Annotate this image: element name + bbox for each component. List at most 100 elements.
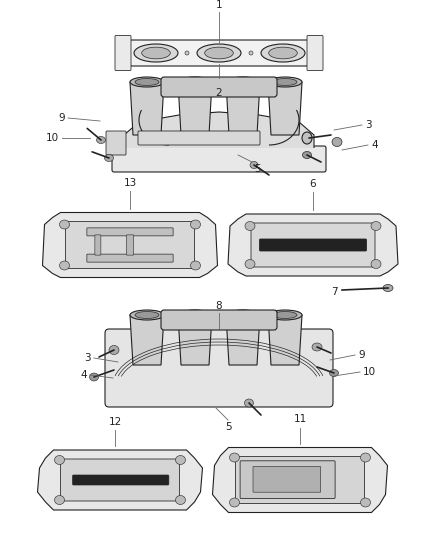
FancyBboxPatch shape — [112, 146, 326, 172]
Text: 4: 4 — [371, 140, 378, 150]
FancyBboxPatch shape — [66, 222, 194, 269]
Text: 5: 5 — [254, 164, 261, 174]
Ellipse shape — [371, 260, 381, 269]
FancyBboxPatch shape — [253, 466, 321, 492]
Ellipse shape — [249, 51, 253, 55]
Ellipse shape — [130, 77, 164, 87]
Text: 6: 6 — [310, 179, 316, 189]
Ellipse shape — [130, 310, 164, 320]
Text: 3: 3 — [85, 353, 91, 363]
Ellipse shape — [191, 220, 201, 229]
FancyBboxPatch shape — [161, 77, 277, 97]
FancyBboxPatch shape — [127, 235, 134, 255]
Ellipse shape — [185, 51, 189, 55]
Ellipse shape — [371, 222, 381, 230]
Ellipse shape — [303, 151, 311, 158]
FancyBboxPatch shape — [73, 475, 169, 485]
Polygon shape — [42, 213, 218, 278]
Text: 11: 11 — [293, 415, 307, 424]
Polygon shape — [38, 450, 202, 510]
Ellipse shape — [360, 498, 371, 507]
Polygon shape — [130, 315, 164, 365]
Ellipse shape — [135, 78, 159, 85]
Ellipse shape — [183, 311, 207, 319]
FancyBboxPatch shape — [240, 461, 335, 498]
Ellipse shape — [176, 456, 186, 464]
Text: 7: 7 — [332, 287, 338, 297]
Ellipse shape — [245, 260, 255, 269]
Polygon shape — [212, 448, 388, 513]
Ellipse shape — [191, 261, 201, 270]
Polygon shape — [124, 112, 314, 148]
Ellipse shape — [54, 456, 64, 464]
Text: 8: 8 — [215, 301, 223, 311]
Ellipse shape — [109, 345, 119, 354]
Ellipse shape — [273, 311, 297, 319]
Text: 1: 1 — [215, 0, 223, 10]
Ellipse shape — [96, 136, 106, 143]
Ellipse shape — [329, 369, 339, 376]
Ellipse shape — [250, 161, 258, 168]
Ellipse shape — [383, 285, 393, 292]
Ellipse shape — [178, 77, 212, 87]
Text: 13: 13 — [124, 177, 137, 188]
Ellipse shape — [178, 310, 212, 320]
Ellipse shape — [183, 78, 207, 85]
Text: 9: 9 — [358, 350, 364, 360]
Ellipse shape — [60, 220, 70, 229]
Polygon shape — [226, 82, 260, 135]
Ellipse shape — [332, 138, 342, 147]
FancyBboxPatch shape — [138, 131, 260, 145]
Text: 9: 9 — [58, 113, 65, 123]
Ellipse shape — [245, 222, 255, 230]
FancyBboxPatch shape — [87, 228, 173, 236]
Ellipse shape — [54, 496, 64, 505]
Ellipse shape — [197, 44, 241, 62]
Polygon shape — [268, 82, 302, 135]
FancyBboxPatch shape — [106, 131, 126, 155]
Text: 10: 10 — [46, 133, 59, 143]
Ellipse shape — [312, 343, 322, 351]
Ellipse shape — [60, 261, 70, 270]
Polygon shape — [228, 214, 398, 276]
Polygon shape — [268, 315, 302, 365]
Polygon shape — [130, 82, 164, 135]
Polygon shape — [226, 315, 260, 365]
Ellipse shape — [176, 496, 186, 505]
Text: 4: 4 — [81, 370, 87, 380]
FancyBboxPatch shape — [307, 36, 323, 70]
Ellipse shape — [244, 399, 254, 407]
FancyBboxPatch shape — [87, 254, 173, 262]
Polygon shape — [178, 82, 212, 135]
Ellipse shape — [226, 310, 260, 320]
Ellipse shape — [134, 44, 178, 62]
Text: 3: 3 — [365, 120, 371, 130]
Polygon shape — [178, 315, 212, 365]
Ellipse shape — [302, 132, 312, 144]
FancyBboxPatch shape — [161, 310, 277, 330]
FancyBboxPatch shape — [122, 40, 316, 66]
Ellipse shape — [360, 453, 371, 462]
Ellipse shape — [268, 77, 302, 87]
Ellipse shape — [205, 47, 233, 59]
Ellipse shape — [230, 453, 240, 462]
Ellipse shape — [142, 47, 170, 59]
Ellipse shape — [89, 373, 99, 381]
Text: 10: 10 — [363, 367, 376, 377]
Ellipse shape — [231, 311, 255, 319]
FancyBboxPatch shape — [259, 239, 367, 251]
Text: 12: 12 — [108, 417, 122, 427]
FancyBboxPatch shape — [236, 456, 364, 504]
Ellipse shape — [231, 78, 255, 85]
Ellipse shape — [273, 78, 297, 85]
FancyBboxPatch shape — [105, 329, 333, 407]
FancyBboxPatch shape — [60, 459, 180, 501]
Ellipse shape — [226, 77, 260, 87]
FancyBboxPatch shape — [95, 235, 101, 255]
Text: 2: 2 — [215, 88, 223, 98]
FancyBboxPatch shape — [251, 223, 375, 267]
Ellipse shape — [105, 155, 113, 161]
Ellipse shape — [268, 310, 302, 320]
Ellipse shape — [261, 44, 305, 62]
Ellipse shape — [135, 311, 159, 319]
